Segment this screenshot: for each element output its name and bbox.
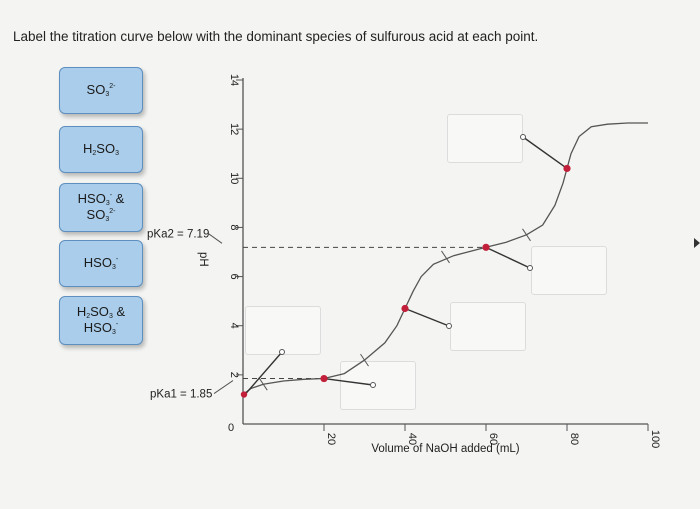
chip-label: HSO3- & SO32- <box>77 191 125 223</box>
label-connector-line <box>404 307 450 327</box>
answer-chip-bisulfite-and-sulfite[interactable]: HSO3- & SO32- <box>59 183 143 232</box>
y-tick-label: 2 <box>228 372 240 378</box>
titration-curve <box>242 122 648 396</box>
y-tick-label: 4 <box>228 323 240 329</box>
question-prompt: Label the titration curve below with the… <box>13 29 539 44</box>
initial-point-marker <box>240 391 248 398</box>
answer-chip-acid-and-bisulfite[interactable]: H2SO3 & HSO3- <box>59 296 143 345</box>
x-tick-label: 100 <box>649 430 661 448</box>
y-tick-label: 8 <box>228 224 240 230</box>
x-tick-label: 20 <box>325 433 337 445</box>
equivalence-point-marker <box>320 374 328 383</box>
curve-cross-mark <box>522 228 531 242</box>
connector-handle <box>279 349 285 355</box>
drop-target-3[interactable] <box>450 302 526 351</box>
curve-cross-mark <box>441 250 450 264</box>
label-connector-line <box>485 246 531 269</box>
connector-handle <box>520 134 526 140</box>
x-tick-label: 80 <box>568 433 580 445</box>
chip-label: H2SO3 <box>83 140 119 157</box>
pka1-pointer <box>213 380 234 394</box>
y-tick-label: 14 <box>228 74 240 86</box>
connector-handle <box>527 265 533 271</box>
pka2-label: pKa2 = 7.19 <box>147 228 209 240</box>
y-tick-label: 6 <box>228 274 240 280</box>
connector-handle <box>446 323 452 329</box>
chip-label: H2SO3 & HSO3- <box>76 304 126 336</box>
connector-handle <box>370 382 376 388</box>
x-tick-label: 60 <box>487 433 499 445</box>
chip-label: SO32- <box>86 81 116 98</box>
y-tick-label: 10 <box>228 172 240 184</box>
chip-label: HSO3- <box>83 254 119 271</box>
drop-target-5[interactable] <box>447 114 523 163</box>
right-arrow-icon <box>694 238 700 248</box>
equivalence-point-marker <box>401 304 409 313</box>
answer-chip-bisulfite[interactable]: HSO3- <box>59 240 143 287</box>
curve-cross-mark <box>258 377 268 391</box>
y-tick-label: 12 <box>228 123 240 135</box>
equivalence-point-marker <box>482 243 490 251</box>
label-connector-line <box>522 136 568 170</box>
drop-target-2[interactable] <box>340 361 416 410</box>
pka1-label: pKa1 = 1.85 <box>150 389 212 401</box>
answer-chip-sulfurous-acid[interactable]: H2SO3 <box>59 126 143 173</box>
pka2-pointer <box>207 232 223 244</box>
y-tick-label: 0 <box>228 422 234 434</box>
label-connector-line <box>244 351 283 395</box>
x-tick-label: 40 <box>406 433 418 445</box>
drop-target-4[interactable] <box>531 246 607 295</box>
equivalence-point-marker <box>563 164 571 173</box>
label-connector-line <box>323 377 374 386</box>
x-axis-title: Volume of NaOH added (mL) <box>371 443 519 455</box>
curve-cross-mark <box>360 353 369 367</box>
answer-chip-sulfite[interactable]: SO32- <box>59 67 143 114</box>
y-axis-title: pH <box>197 252 209 267</box>
